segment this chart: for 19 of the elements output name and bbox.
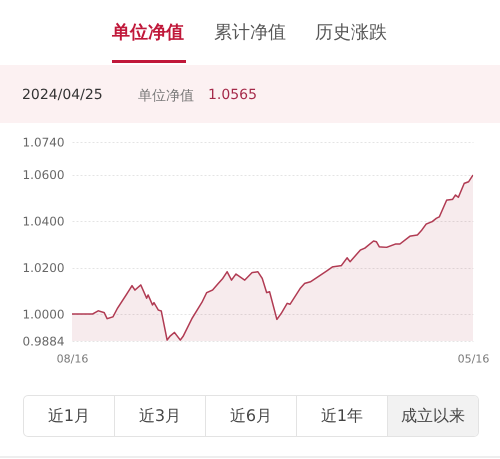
x-tick-label: 05/16 — [458, 352, 490, 366]
text: 近3月 — [114, 396, 205, 436]
y-tick-label: 0.9884 — [22, 334, 64, 348]
text: 单位净值 — [112, 21, 184, 44]
text: 单位净值 — [138, 87, 194, 105]
y-tick-label: 1.0200 — [22, 261, 64, 276]
text: 近1年 — [296, 396, 387, 436]
text: 近6月 — [205, 396, 296, 436]
y-tick-label: 1.0740 — [22, 136, 64, 150]
text: 历史涨跌 — [315, 21, 387, 44]
text: 1.0565 — [208, 87, 257, 103]
text: 成立以来 — [387, 396, 478, 436]
text: 近1月 — [46, 404, 92, 426]
text: 2024/04/25 — [22, 87, 103, 103]
text: 累计净值 — [214, 21, 286, 44]
y-tick-label: 1.0000 — [22, 308, 64, 322]
x-tick-label: 08/16 — [56, 352, 88, 366]
y-tick-label: 1.0600 — [22, 168, 64, 182]
y-tick-label: 1.0400 — [22, 214, 64, 229]
